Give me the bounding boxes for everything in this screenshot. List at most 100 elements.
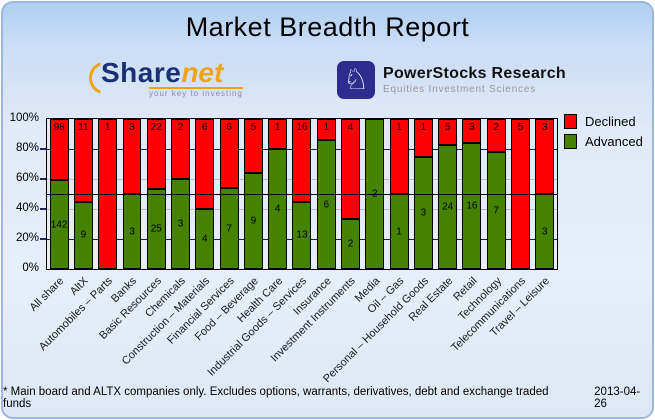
declined-value-label: 5 [250, 122, 257, 133]
declined-segment: 4 [341, 119, 360, 219]
y-axis-tick-label: 80% [15, 142, 39, 154]
bar-group: 3 16 [460, 119, 484, 269]
declined-value-label: 2 [177, 122, 184, 133]
declined-segment: 2 [486, 119, 506, 153]
advanced-segment: 3 [413, 156, 433, 269]
advanced-value-label: 3 [420, 207, 427, 219]
y-axis-tick [40, 238, 46, 240]
declined-value-label: 1 [274, 122, 281, 133]
advanced-segment: 7 [486, 152, 506, 269]
advanced-value-label: 4 [274, 203, 281, 215]
declined-segment: 22 [146, 119, 166, 190]
advanced-value-label: 3 [129, 226, 135, 237]
legend-declined-swatch [564, 114, 577, 129]
fifty-percent-reference-line [47, 194, 557, 195]
declined-value-label: 16 [296, 122, 308, 133]
chart-legend: Declined Advanced [564, 114, 643, 154]
declined-value-label: 1 [396, 122, 402, 133]
declined-segment: 98 [49, 119, 69, 181]
advanced-segment: 4 [268, 149, 288, 269]
declined-value-label: 3 [541, 122, 548, 133]
advanced-segment: 24 [438, 144, 458, 269]
declined-segment: 3 [535, 119, 555, 194]
advanced-segment: 9 [73, 201, 93, 269]
powerstocks-subtitle: Equities Investment Sciences [383, 84, 537, 95]
bar-group: 16 13 [290, 119, 314, 269]
plot-area: 9814211913322252364675914161316422111352… [40, 118, 558, 270]
x-axis-label: All share [27, 275, 67, 314]
advanced-segment: 6 [316, 140, 336, 269]
declined-value-label: 4 [347, 122, 354, 133]
powerstocks-logo: ♘ PowerStocks Research Equities Investme… [337, 61, 566, 99]
declined-value-label: 2 [493, 122, 499, 133]
advanced-segment: 13 [292, 201, 312, 269]
declined-segment: 6 [219, 119, 239, 189]
declined-value-label: 22 [150, 122, 162, 133]
y-axis-tick [40, 178, 46, 180]
declined-value-label: 6 [226, 122, 232, 133]
powerstocks-name: PowerStocks Research [383, 65, 566, 82]
sharenet-brand-net: net [181, 57, 224, 88]
declined-segment: 1 [413, 119, 433, 157]
stacked-bar: 5 24 [438, 119, 458, 269]
declined-segment: 6 [195, 119, 215, 209]
footer-note: * Main board and ALTX companies only. Ex… [3, 386, 549, 410]
bar-group: 22 25 [144, 119, 168, 269]
legend-advanced-swatch [564, 134, 577, 149]
advanced-segment: 7 [219, 188, 239, 269]
y-axis-tick [40, 208, 46, 210]
x-axis-labels: All share AltX Automobiles – Parts Banks Bas… [28, 271, 556, 386]
advanced-value-label: 1 [396, 226, 402, 237]
advanced-value-label: 7 [493, 205, 499, 217]
footer: * Main board and ALTX companies only. Ex… [3, 386, 652, 410]
stacked-bar: 3 16 [462, 119, 482, 269]
bar-group: 5 24 [436, 119, 460, 269]
sharenet-logo: Sharenet your key to investing [89, 59, 243, 98]
advanced-value-label: 9 [80, 229, 87, 241]
declined-segment: 1 [316, 119, 336, 141]
declined-segment: 5 [438, 119, 458, 145]
advanced-value-label: 25 [150, 223, 162, 235]
advanced-value-label: 2 [347, 238, 354, 250]
advanced-segment: 25 [146, 189, 166, 269]
y-axis-tick-label: 60% [15, 172, 39, 184]
y-axis-tick-label: 20% [15, 232, 39, 244]
advanced-segment: 142 [49, 180, 69, 269]
legend-item-declined: Declined [564, 114, 643, 129]
advanced-value-label: 3 [177, 218, 184, 230]
advanced-segment: 9 [243, 172, 263, 269]
bar-group: 11 9 [71, 119, 95, 269]
y-axis: 100% 80% 60% 40% 20% 0% [3, 112, 41, 274]
advanced-value-label: 16 [466, 200, 478, 212]
declined-segment: 3 [122, 119, 142, 194]
declined-value-label: 5 [444, 122, 451, 133]
bar-group: 98 142 [47, 119, 71, 269]
advanced-segment: 4 [195, 209, 215, 269]
advanced-segment: 3 [171, 179, 191, 269]
declined-segment: 2 [171, 119, 191, 179]
advanced-value-label: 7 [226, 223, 232, 235]
advanced-segment: 3 [535, 194, 555, 269]
declined-segment: 16 [292, 119, 312, 202]
bar-series: 9814211913322252364675914161316422111352… [47, 119, 557, 269]
stacked-bar: 11 9 [73, 119, 93, 269]
declined-value-label: 3 [469, 122, 475, 133]
legend-item-advanced: Advanced [564, 134, 643, 149]
stacked-bar: 16 13 [292, 119, 312, 269]
